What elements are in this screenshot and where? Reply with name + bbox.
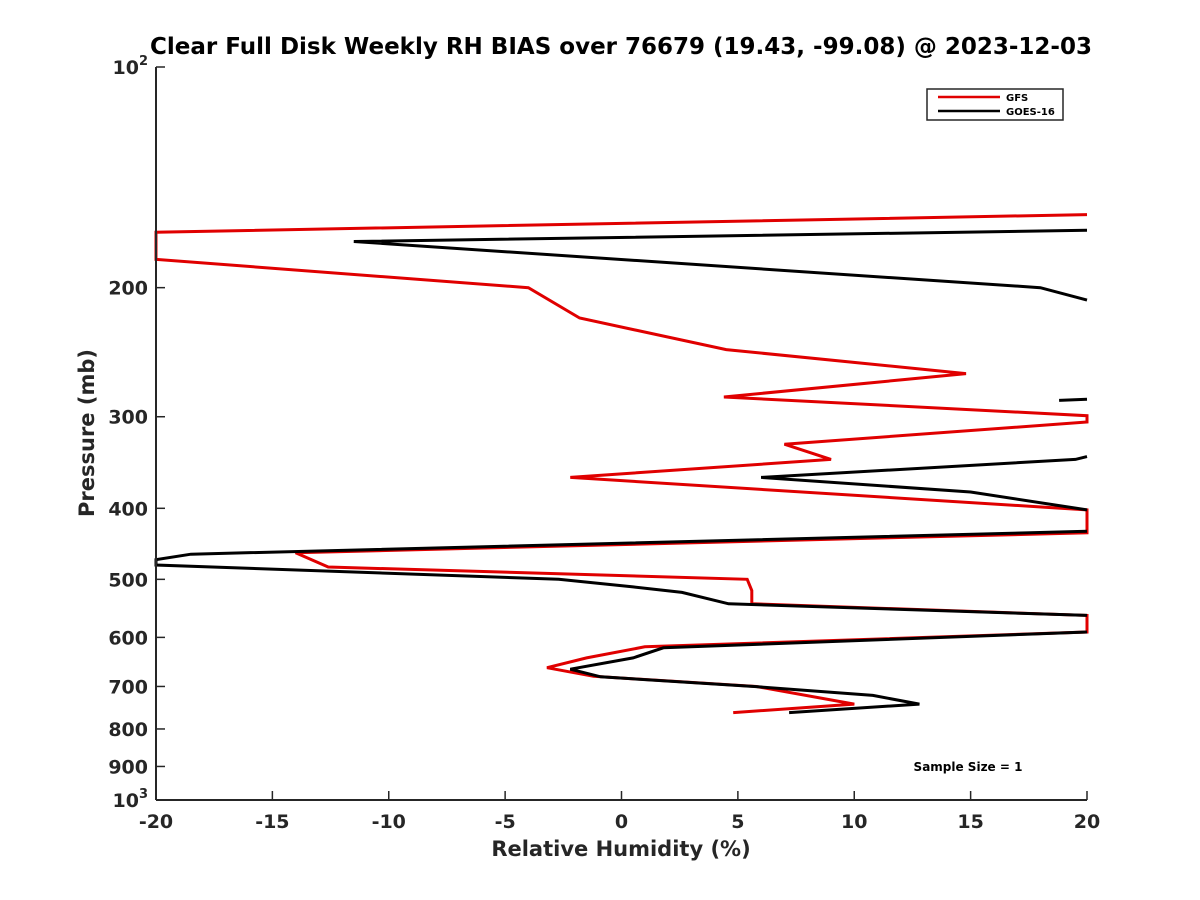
- y-tick-label: 900: [108, 756, 148, 778]
- x-tick-label: -5: [495, 811, 516, 833]
- x-axis-ticks: -20 -15 -10 -5 0 5 10 15 20: [139, 791, 1100, 833]
- series-line-goes16-0: [353, 228, 1088, 302]
- legend: GFS GOES-16: [926, 88, 1064, 121]
- y-tick-label: 400: [108, 498, 148, 520]
- y-axis-ticks: 102 200 300 400 500 600 700 800 900 103: [108, 54, 165, 812]
- series-line-goes16-1: [1059, 397, 1088, 402]
- y-tick-label: 600: [108, 627, 148, 649]
- series-line-goes16-3: [154, 529, 1088, 617]
- x-tick-label: 15: [957, 811, 983, 833]
- x-tick-label: 0: [615, 811, 628, 833]
- x-tick-label: 20: [1074, 811, 1100, 833]
- x-tick-label: 5: [731, 811, 744, 833]
- x-tick-label: -10: [372, 811, 406, 833]
- x-tick-label: -15: [255, 811, 289, 833]
- x-tick-label: 10: [841, 811, 867, 833]
- y-tick-label: 300: [108, 407, 148, 429]
- y-tick-label: 102: [113, 54, 149, 79]
- sample-size-note: Sample Size = 1: [914, 760, 1023, 774]
- y-tick-label: 103: [113, 787, 149, 812]
- legend-label-gfs: GFS: [1006, 93, 1028, 104]
- x-tick-label: -20: [139, 811, 173, 833]
- chart-title: Clear Full Disk Weekly RH BIAS over 7667…: [150, 34, 1092, 60]
- legend-box: [926, 88, 1064, 121]
- y-axis-label: Pressure (mb): [75, 349, 99, 517]
- y-tick-label: 200: [108, 278, 148, 300]
- series-line-goes16-4: [569, 630, 1088, 715]
- x-axis-label: Relative Humidity (%): [491, 837, 750, 861]
- y-tick-label: 700: [108, 676, 148, 698]
- plot-series: [154, 213, 1089, 715]
- y-tick-label: 500: [108, 569, 148, 591]
- y-tick-label: 800: [108, 719, 148, 741]
- series-line-goes16-2: [760, 455, 1088, 512]
- legend-label-goes16: GOES-16: [1006, 107, 1055, 118]
